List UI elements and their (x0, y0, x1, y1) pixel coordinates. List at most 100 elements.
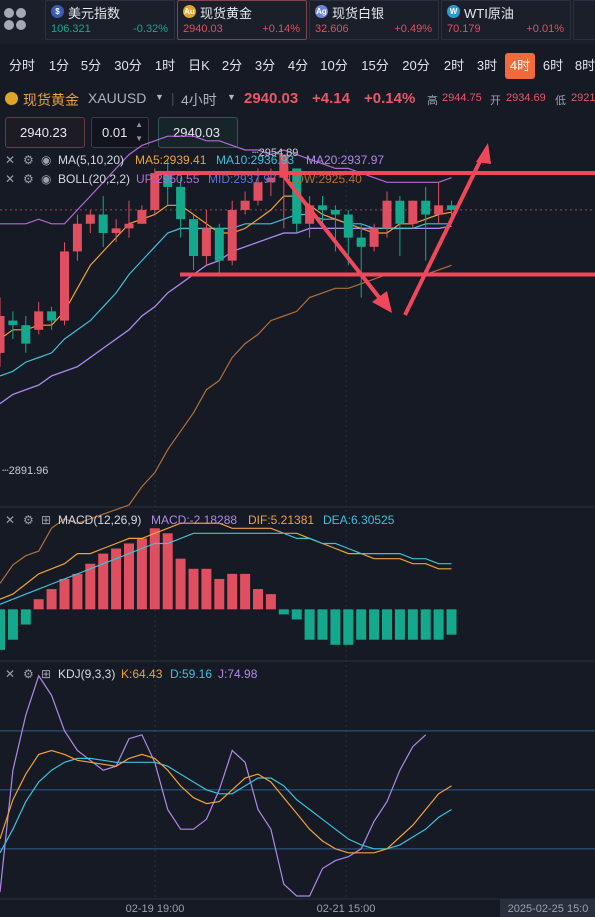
candle-body (201, 228, 211, 257)
ma-legend[interactable]: ✕ ⚙ ◉ MA(5,10,20) MA5:2939.41 MA10:2936.… (0, 153, 595, 169)
close-icon[interactable]: ✕ (5, 153, 16, 167)
candle-body (305, 205, 315, 224)
period-2时[interactable]: 2时 (443, 58, 465, 73)
add-icon[interactable]: ⊞ (41, 667, 52, 681)
period-15分[interactable]: 15分 (361, 58, 389, 73)
candle-body (227, 209, 237, 261)
macd-legend[interactable]: ✕ ⚙ ⊞ MACD(12,26,9) MACD:-2.18288 DIF:5.… (0, 513, 595, 529)
arrowhead-icon (372, 291, 392, 313)
low-marker-label: ┄2891.96 (2, 465, 48, 477)
period-3分[interactable]: 3分 (254, 58, 276, 73)
ticker-wti-oil[interactable]: W WTI原油 70.179 +0.01% (441, 0, 571, 40)
gear-icon[interactable]: ⚙ (23, 513, 34, 527)
candle-body (8, 320, 18, 326)
period-1分[interactable]: 1分 (48, 58, 70, 73)
ticker-strip: $ 美元指数 106.321 -0.32% Au 现货黄金 2940.03 +0… (0, 0, 595, 44)
ticker-usd-index[interactable]: $ 美元指数 106.321 -0.32% (45, 0, 175, 40)
macd-bar (356, 609, 367, 640)
close-icon[interactable]: ✕ (5, 513, 16, 527)
candle-body (382, 200, 392, 229)
ticker-spot-gold[interactable]: Au 现货黄金 2940.03 +0.14% (177, 0, 307, 40)
candle-body (330, 209, 340, 215)
ticker-more-partial[interactable] (573, 0, 595, 40)
period-20分[interactable]: 20分 (402, 58, 430, 73)
period-1时[interactable]: 1时 (154, 58, 176, 73)
candle-body (150, 173, 160, 210)
stepper-up-icon[interactable]: ▲ (135, 120, 143, 129)
macd-bar (124, 543, 134, 610)
candle-body (72, 223, 82, 252)
period-8时[interactable]: 8时 (574, 58, 595, 73)
kdj-legend[interactable]: ✕ ⚙ ⊞ KDJ(9,3,3) K:64.43 D:59.16 J:74.98 (0, 667, 595, 683)
stepper-down-icon[interactable]: ▼ (135, 134, 143, 143)
candle-body (124, 223, 134, 229)
instrument-name[interactable]: 现货黄金 (23, 92, 79, 108)
period-5分[interactable]: 5分 (80, 58, 102, 73)
k-value: K:64.43 (121, 667, 163, 681)
period-selector: 分时 1分 5分 30分 1时 日K 2分 3分 4分 10分 15分 20分 2时 3时 4时 6时 8时 (0, 53, 595, 80)
period-2分[interactable]: 2分 (221, 58, 243, 73)
gold-coin-icon: Au (183, 5, 196, 18)
lots-field[interactable]: 0.01 ▲ ▼ (91, 117, 149, 148)
eye-icon[interactable]: ◉ (41, 172, 52, 186)
boll-legend[interactable]: ✕ ⚙ ◉ BOLL(20,2,2) UP:2950.55 MID:2937.9… (0, 172, 595, 188)
macd-bar (330, 609, 341, 645)
ticker-name: 美元指数 (68, 6, 121, 21)
macd-bar (0, 609, 5, 650)
candle-body (318, 205, 327, 210)
gear-icon[interactable]: ⚙ (23, 667, 34, 681)
candle-body (447, 205, 456, 210)
low-label: 低 (555, 95, 566, 107)
us-flag-icon: $ (51, 5, 64, 18)
candle-body (21, 325, 31, 344)
buy-price-field[interactable]: 2940.03 (158, 117, 238, 148)
candle-body (240, 200, 250, 210)
macd-bar (111, 548, 122, 610)
candle-body (34, 311, 44, 330)
ticker-name: WTI原油 (464, 6, 514, 21)
macd-bar (175, 558, 186, 610)
period-30分[interactable]: 30分 (114, 58, 142, 73)
macd-bar (7, 609, 18, 640)
interval-label[interactable]: 4小时 (181, 92, 217, 108)
macd-bar (149, 528, 160, 610)
period-4时[interactable]: 4时 (505, 53, 535, 79)
macd-bar (433, 609, 444, 640)
period-分时[interactable]: 分时 (8, 58, 35, 73)
ticker-price: 32.606 (315, 23, 349, 35)
macd-value: MACD:-2.18288 (151, 513, 238, 527)
ticker-spot-silver[interactable]: Ag 现货白银 32.606 +0.49% (309, 0, 439, 40)
macd-bar (291, 609, 302, 620)
j-line (0, 674, 427, 897)
chevron-down-icon[interactable]: ▼ (227, 92, 236, 102)
close-icon[interactable]: ✕ (5, 172, 16, 186)
close-icon[interactable]: ✕ (5, 667, 16, 681)
chevron-down-icon[interactable]: ▼ (155, 92, 164, 102)
macd-bar (420, 609, 431, 640)
boll-lower-line (0, 264, 452, 584)
period-3时[interactable]: 3时 (476, 58, 498, 73)
candle-body (0, 315, 5, 353)
period-10分[interactable]: 10分 (320, 58, 348, 73)
macd-bar (382, 609, 392, 640)
macd-bar (72, 573, 83, 610)
ticker-change: +0.01% (526, 23, 564, 35)
gear-icon[interactable]: ⚙ (23, 153, 34, 167)
sell-price-field[interactable]: 2940.23 (5, 117, 85, 148)
candle-body (356, 237, 366, 247)
open-label: 开 (490, 95, 501, 107)
silver-coin-icon: Ag (315, 5, 328, 18)
macd-bar (46, 589, 57, 610)
gear-icon[interactable]: ⚙ (23, 172, 34, 186)
macd-bar (188, 568, 199, 610)
macd-bar (253, 589, 263, 610)
app-logo-icon[interactable] (2, 6, 28, 32)
add-icon[interactable]: ⊞ (41, 513, 52, 527)
period-6时[interactable]: 6时 (542, 58, 564, 73)
x-tick-text: 2025-02-25 15:0 (508, 903, 589, 915)
ticker-price: 106.321 (51, 23, 91, 35)
period-日K[interactable]: 日K (188, 58, 210, 73)
eye-icon[interactable]: ◉ (41, 153, 52, 167)
period-4分[interactable]: 4分 (287, 58, 309, 73)
